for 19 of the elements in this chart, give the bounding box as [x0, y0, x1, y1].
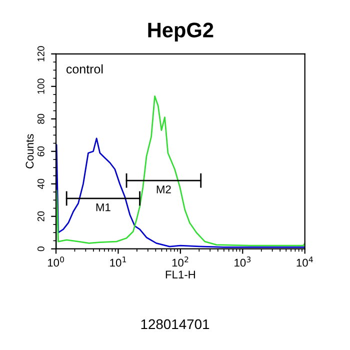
- x-tick-label: 10$^{0}$: [48, 256, 64, 267]
- x-tick-label: 10$^{1}$: [110, 256, 126, 267]
- x-axis-title: FL1-H: [166, 270, 195, 278]
- series-label: M1: [96, 203, 110, 212]
- y-tick-label: 20: [37, 211, 44, 222]
- x-tick-label: 10$^{2}$: [172, 256, 188, 267]
- y-tick-label: 120: [37, 46, 44, 62]
- y-tick-label: 0: [37, 246, 44, 252]
- y-tick-label: 60: [37, 146, 44, 156]
- y-tick-label: 40: [37, 178, 44, 190]
- chart-title: HepG2: [148, 22, 214, 42]
- y-axis-title: Counts: [26, 134, 34, 168]
- series-label: M2: [156, 185, 171, 194]
- x-tick-label: 10$^{4}$: [296, 256, 313, 267]
- y-tick-label: 100: [37, 78, 44, 94]
- text: 128014701: [141, 319, 210, 330]
- annotation: control: [66, 64, 103, 74]
- y-tick-label: 80: [37, 114, 44, 124]
- x-tick-label: 10$^{3}$: [234, 256, 251, 267]
